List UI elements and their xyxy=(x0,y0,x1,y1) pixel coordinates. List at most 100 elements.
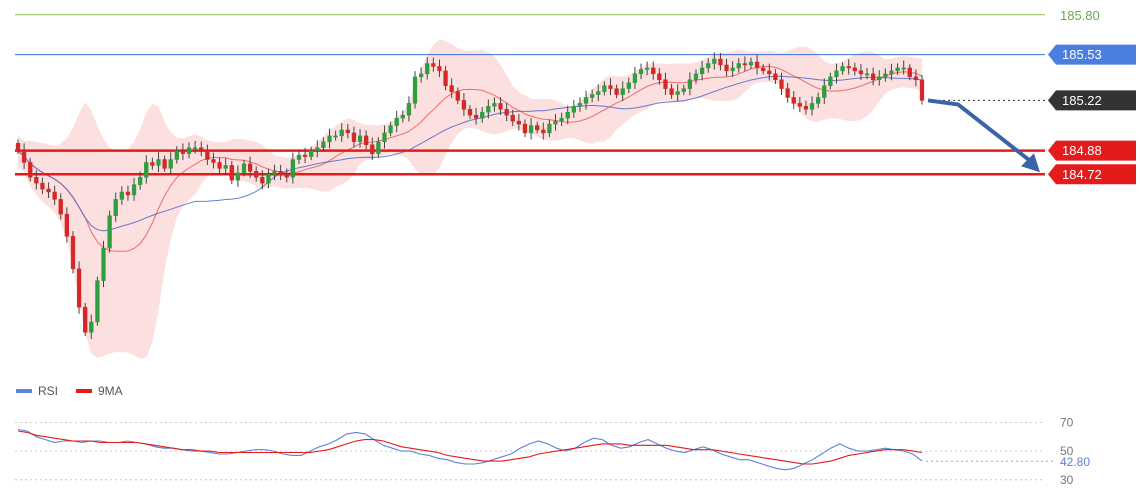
candle-body xyxy=(364,135,369,145)
candle-body xyxy=(779,79,784,89)
candle-body xyxy=(272,171,277,175)
level-tag-bg xyxy=(1048,90,1136,111)
candle-body xyxy=(76,268,82,308)
candle-body xyxy=(467,109,473,116)
candle-body xyxy=(260,176,265,184)
candle-body xyxy=(864,73,870,76)
candle xyxy=(101,240,106,288)
candle xyxy=(736,58,741,73)
candle xyxy=(590,89,595,103)
candle xyxy=(638,63,644,80)
candle xyxy=(192,140,198,154)
candle xyxy=(864,67,870,80)
rsi-line xyxy=(17,428,923,471)
candle xyxy=(400,110,405,123)
candle xyxy=(266,168,271,189)
candle xyxy=(211,152,216,169)
candle-body xyxy=(131,184,137,196)
candle-body xyxy=(321,141,326,148)
candle-body xyxy=(822,85,827,98)
candle xyxy=(712,52,717,70)
candle xyxy=(877,70,882,86)
candle xyxy=(174,146,179,164)
candle xyxy=(247,156,253,178)
level-label-185.80: 185.80 xyxy=(1060,8,1100,23)
candle xyxy=(828,72,833,90)
candle xyxy=(803,100,809,115)
candle xyxy=(290,152,296,184)
candle-body xyxy=(89,321,94,333)
candle xyxy=(486,99,491,119)
candle-body xyxy=(651,67,656,75)
candle xyxy=(309,146,314,161)
candle xyxy=(602,81,607,96)
candle-body xyxy=(223,165,228,169)
candle-body xyxy=(461,100,467,110)
candle xyxy=(767,63,772,81)
candle-body xyxy=(473,114,479,119)
candle-body xyxy=(138,176,143,185)
candle-body xyxy=(199,147,204,151)
rsi-lines xyxy=(17,428,1056,471)
candle xyxy=(559,112,564,127)
candle xyxy=(76,261,82,314)
candle xyxy=(626,77,631,94)
candle xyxy=(162,155,167,172)
candle-body xyxy=(492,103,497,107)
candle-body xyxy=(443,70,448,86)
candle xyxy=(583,90,589,110)
candle-body xyxy=(803,106,809,110)
candle-body xyxy=(907,67,912,78)
candle xyxy=(492,97,497,112)
candle-body xyxy=(125,191,131,196)
level-tag-bg xyxy=(1048,44,1136,65)
candle-body xyxy=(241,163,247,174)
candle xyxy=(730,61,735,77)
candle-body xyxy=(351,132,357,143)
candle-body xyxy=(46,188,51,193)
candle-body xyxy=(211,159,216,163)
candle xyxy=(180,143,186,161)
candle xyxy=(724,58,729,77)
candle-body xyxy=(877,76,882,81)
candle-body xyxy=(205,150,210,160)
candle-body xyxy=(901,67,906,70)
moving-average-path xyxy=(17,75,923,232)
candle xyxy=(150,157,155,170)
candle xyxy=(901,60,906,75)
candle-body xyxy=(339,129,344,137)
candle-body xyxy=(113,199,118,216)
rsi-tick-30: 30 xyxy=(1060,473,1074,487)
candle-body xyxy=(602,85,607,92)
candle-body xyxy=(791,97,796,104)
candle xyxy=(516,114,522,131)
candle xyxy=(272,164,277,181)
level-tag-bg xyxy=(1048,140,1136,161)
level-tag-bg xyxy=(1048,164,1136,185)
candle xyxy=(455,87,460,105)
candle-body xyxy=(535,125,540,131)
forecast-arrow-shaft xyxy=(927,98,1034,164)
candle-body xyxy=(101,247,106,281)
candle-body xyxy=(296,154,302,160)
candle-body xyxy=(809,103,815,110)
candle xyxy=(816,92,821,108)
candle-body xyxy=(724,64,729,72)
candle xyxy=(541,122,546,140)
candle-body xyxy=(119,191,124,200)
candle-body xyxy=(376,141,381,154)
candle-body xyxy=(15,143,21,151)
level-tag-text: 184.88 xyxy=(1062,143,1102,158)
candle-body xyxy=(730,67,735,72)
candle xyxy=(113,192,118,222)
candle-body xyxy=(626,82,631,89)
level-tag-185.22: 185.22 xyxy=(1048,90,1136,111)
candle-body xyxy=(608,85,613,89)
candle-body xyxy=(357,135,363,143)
candle xyxy=(449,78,454,99)
candle-body xyxy=(144,162,149,178)
candle-body xyxy=(186,147,192,154)
candle-body xyxy=(565,111,570,119)
candle xyxy=(809,96,815,116)
candle-body xyxy=(919,79,925,101)
